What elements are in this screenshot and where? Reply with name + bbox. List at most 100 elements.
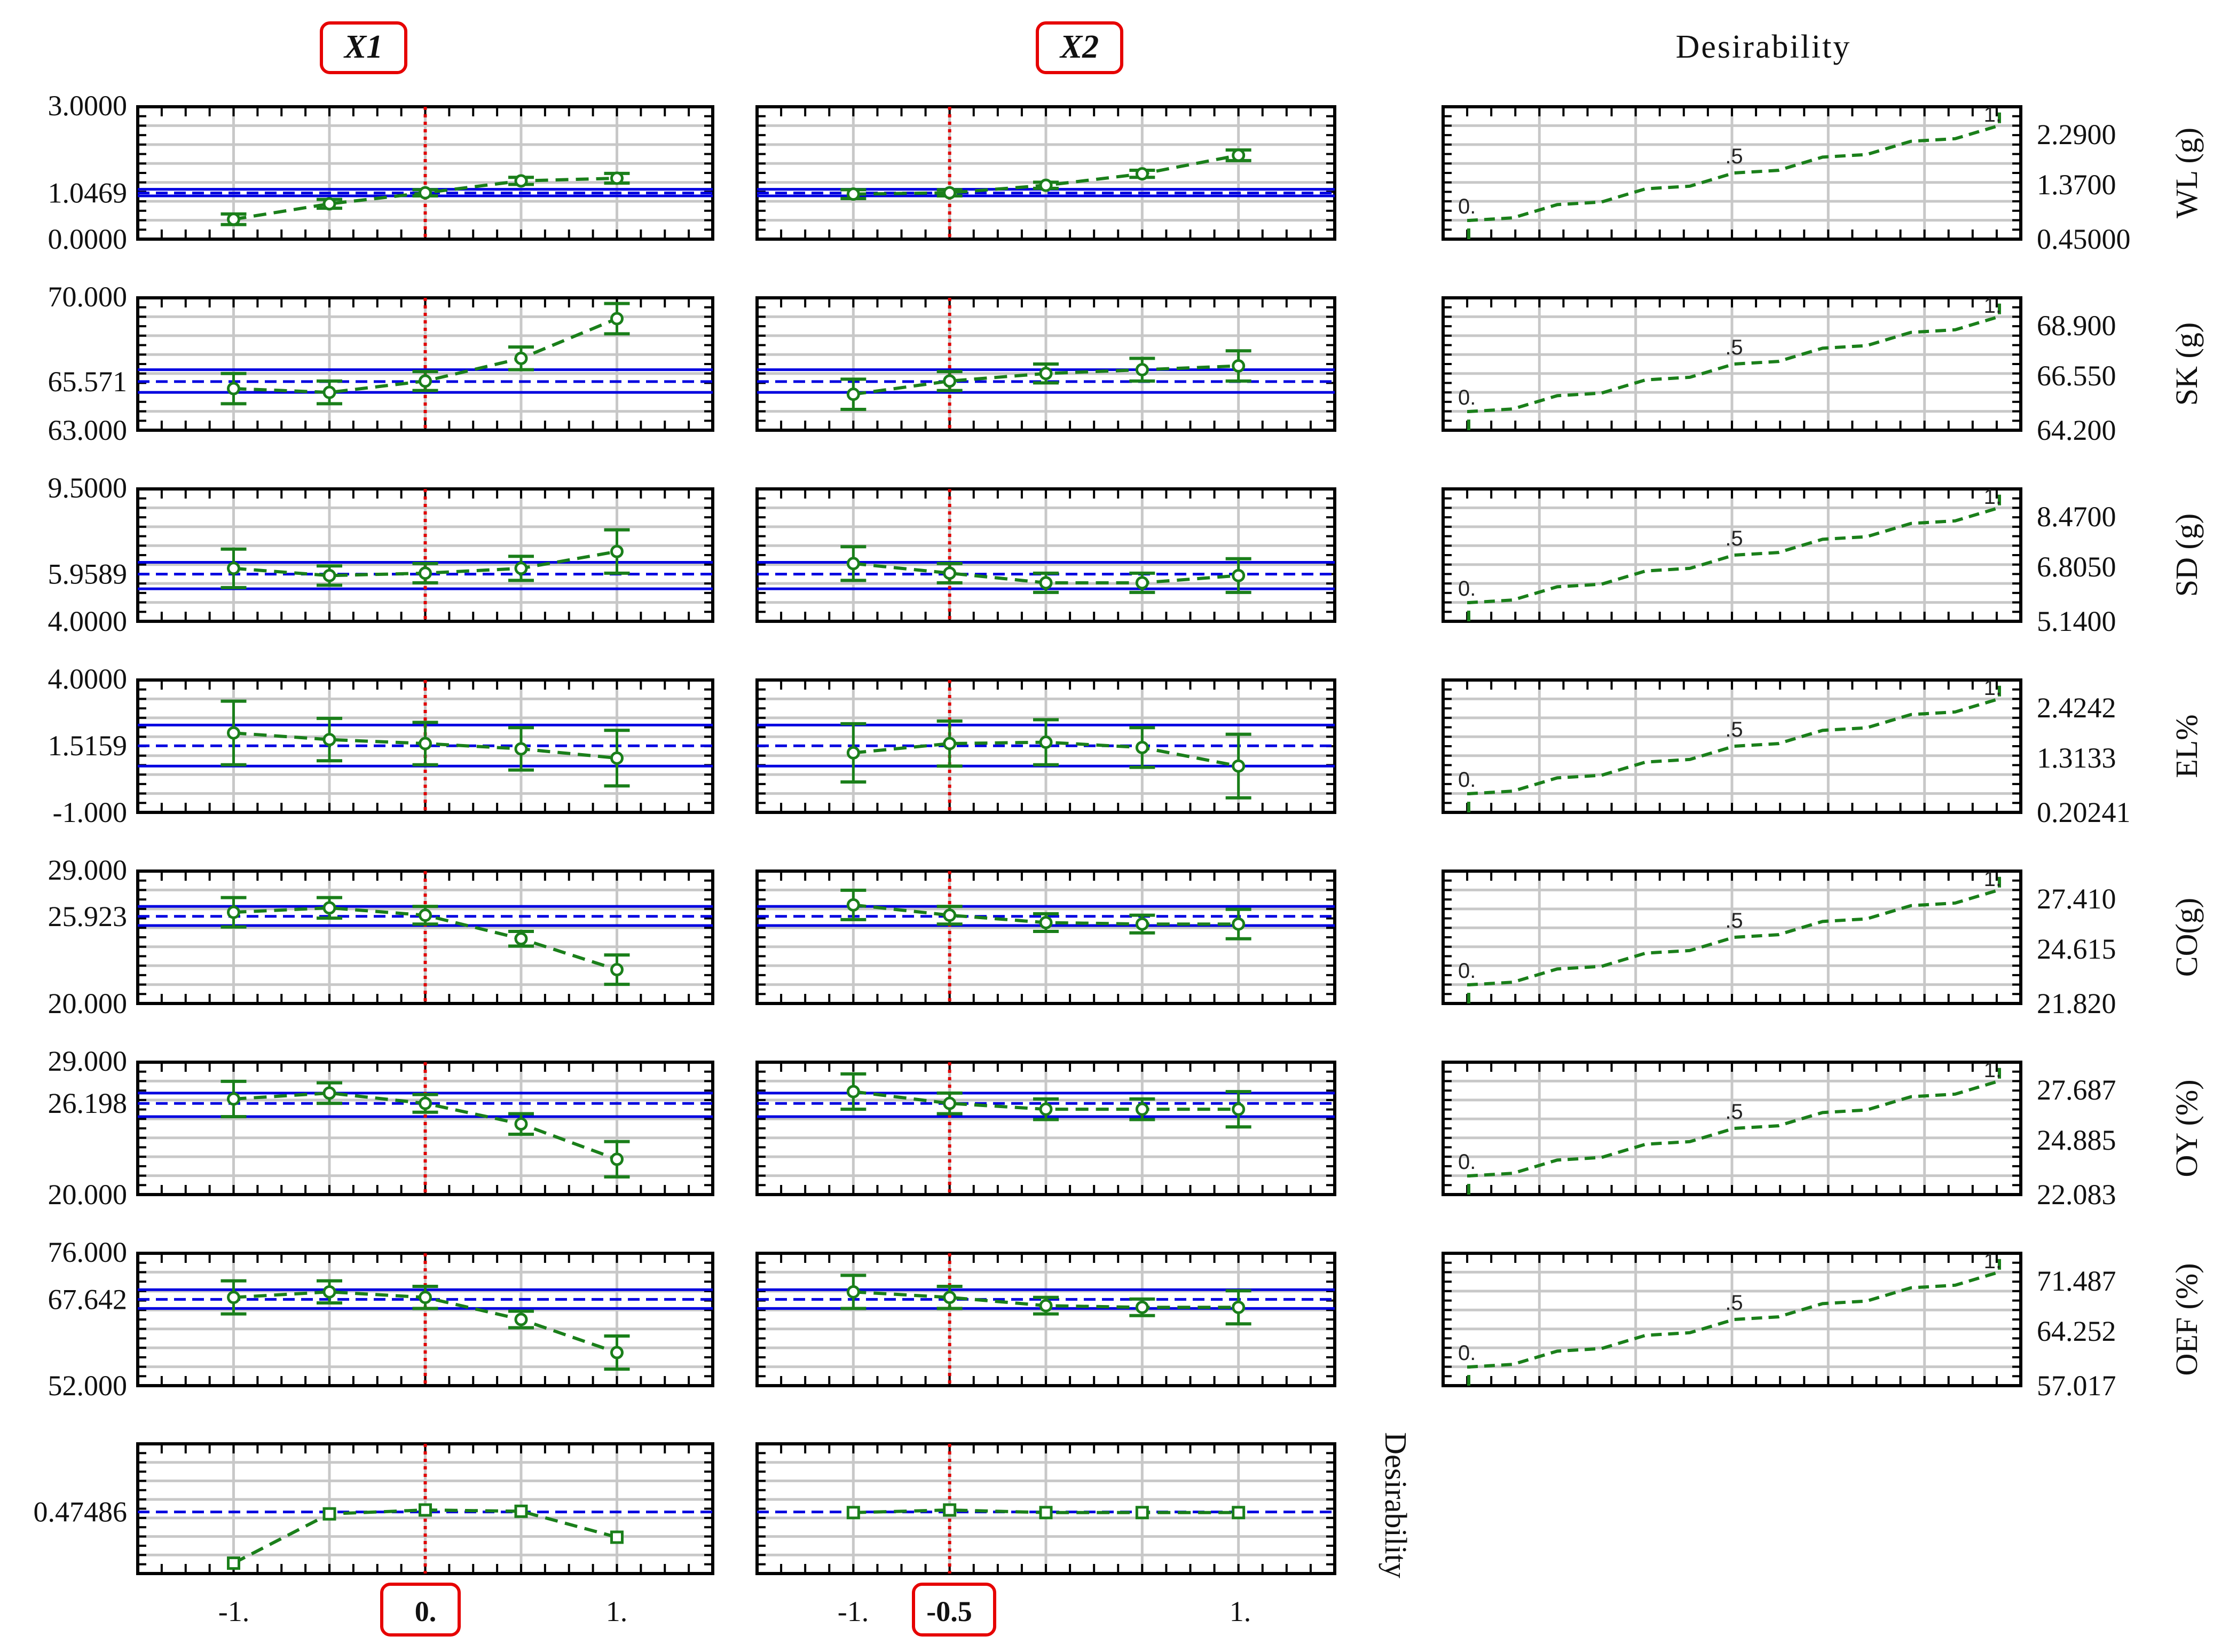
x1-selected-box: [380, 1583, 461, 1637]
desirability-0-label-zero: 0.: [1458, 195, 1476, 218]
response-0-x2-point: [1135, 167, 1149, 181]
desirability-3-label-half: .5: [1725, 718, 1743, 741]
header-desirability: Desirability: [1676, 29, 1852, 65]
desirability-5-curve: [1467, 1068, 2001, 1195]
desirability-3-label-zero: 0.: [1458, 768, 1476, 792]
response-2-x2-point: [1039, 576, 1053, 590]
desirability-2-panel: 0. .5 1. 8.4700 6.8050 5.1400 SD (g): [1442, 485, 2204, 637]
desirability-0-label-one: 1.: [1984, 103, 2002, 127]
response-0-ytick-bottom: 0.0000: [48, 223, 128, 255]
desirability-2-frame: [1442, 487, 2022, 623]
desirability-4-frame: [1442, 870, 2022, 1005]
response-3-x2-point: [846, 746, 860, 760]
desirability-row-x1-point: [514, 1504, 528, 1518]
response-1-x1-point: [227, 382, 240, 396]
desirability-1-curve: [1467, 303, 2001, 430]
response-4-x2-point: [943, 908, 957, 922]
response-1-x2-point: [1135, 363, 1149, 377]
desirability-2-label-half: .5: [1725, 527, 1743, 550]
response-2-x2-point: [1135, 576, 1149, 590]
x2-tick-min: -1.: [838, 1595, 869, 1627]
desirability-4-label-half: .5: [1725, 909, 1743, 932]
desirability-1-label-zero: 0.: [1458, 386, 1476, 409]
response-5-ytick-current: 26.198: [48, 1087, 128, 1119]
desirability-5-tick-mid: 24.885: [2037, 1124, 2116, 1156]
desirability-2-tick-low: 5.1400: [2037, 605, 2116, 637]
desirability-6-frame: [1442, 1252, 2022, 1387]
response-5-x2-point: [846, 1085, 860, 1098]
response-6-ytick-current: 67.642: [48, 1283, 128, 1315]
desirability-4-tick-mid: 24.615: [2037, 933, 2116, 965]
desirability-row-x2-point: [1135, 1506, 1149, 1520]
response-1-x1-point: [322, 385, 336, 399]
desirability-1-tick-mid: 66.550: [2037, 360, 2116, 392]
desirability-row-x1-point: [322, 1507, 336, 1521]
response-5-x2-panel: [755, 1061, 1336, 1196]
desirability-4-label-zero: 0.: [1458, 959, 1476, 983]
response-3-x2-point: [1135, 740, 1149, 754]
response-0-x2-frame: [755, 105, 1336, 241]
desirability-1-response-name: SK (g): [2169, 322, 2204, 406]
response-6-ytick-bottom: 52.000: [48, 1370, 128, 1402]
response-5-x1-point: [610, 1152, 624, 1166]
response-6-x2-point: [846, 1285, 860, 1299]
desirability-2-tick-mid: 6.8050: [2037, 551, 2116, 583]
desirability-5-panel: 0. .5 1. 27.687 24.885 22.083 OY (%): [1442, 1058, 2204, 1211]
response-3-x1-panel: [136, 678, 714, 814]
response-3-x2-point: [1039, 736, 1053, 749]
x2-selected-value: -0.5: [926, 1595, 972, 1627]
desirability-2-tick-high: 8.4700: [2037, 501, 2116, 533]
x1-tick-min: -1.: [218, 1595, 249, 1627]
desirability-0-frame: [1442, 105, 2022, 241]
response-5-ytick-bottom: 20.000: [48, 1179, 128, 1211]
response-5-x2-point: [1232, 1102, 1246, 1116]
response-3-ytick-top: 4.0000: [48, 663, 128, 695]
desirability-3-curve: [1467, 685, 2001, 812]
desirability-3-tick-mid: 1.3133: [2037, 742, 2116, 774]
response-2-ytick-current: 5.9589: [48, 558, 128, 590]
desirability-5-label-zero: 0.: [1458, 1150, 1476, 1174]
x1-tick-max: 1.: [606, 1595, 628, 1627]
desirability-0-curve: [1467, 112, 2001, 239]
response-6-x1-panel: [136, 1252, 714, 1387]
response-2-x2-frame: [755, 487, 1336, 623]
response-2-x1-point: [419, 566, 432, 580]
desirability-4-response-name: CO(g): [2169, 898, 2204, 977]
response-1-x2-panel: [755, 296, 1336, 432]
desirability-6-response-name: OEF (%): [2169, 1263, 2204, 1376]
desirability-3-panel: 0. .5 1. 2.4242 1.3133 0.20241 EL%: [1442, 676, 2204, 828]
response-1-x2-point: [1039, 367, 1053, 381]
desirability-row-x1-point: [610, 1530, 624, 1544]
header-x1-label: X1: [343, 29, 383, 65]
desirability-5-frame: [1442, 1061, 2022, 1196]
response-3-x1-point: [322, 733, 336, 747]
response-4-x1-point: [514, 932, 528, 946]
desirability-row-label: Desirability: [1379, 1432, 1413, 1578]
response-2-x1-point: [514, 562, 528, 575]
response-0-x1-point: [610, 171, 624, 185]
response-1-x2-point: [846, 388, 860, 401]
response-0-x2-point: [1232, 148, 1246, 162]
desirability-6-tick-high: 71.487: [2037, 1265, 2116, 1297]
response-1-ytick-bottom: 63.000: [48, 414, 128, 446]
desirability-0-label-half: .5: [1725, 145, 1743, 168]
desirability-row-x2-frame: [755, 1442, 1336, 1575]
desirability-3-tick-high: 2.4242: [2037, 692, 2116, 724]
response-5-x1-point: [227, 1092, 240, 1106]
response-4-x2-point: [1039, 915, 1053, 929]
desirability-4-panel: 0. .5 1. 27.410 24.615 21.820 CO(g): [1442, 867, 2204, 1019]
desirability-6-tick-low: 57.017: [2037, 1370, 2116, 1402]
desirability-6-label-zero: 0.: [1458, 1341, 1476, 1365]
response-3-ytick-bottom: -1.000: [53, 796, 127, 828]
response-0-x1-point: [322, 197, 336, 211]
desirability-2-label-zero: 0.: [1458, 577, 1476, 600]
desirability-row-x1-point: [419, 1503, 432, 1517]
response-0-x1-point: [514, 174, 528, 188]
response-5-x2-point: [1039, 1102, 1053, 1116]
response-6-x2-point: [1039, 1299, 1053, 1313]
response-4-x1-point: [610, 963, 624, 977]
desirability-6-label-one: 1.: [1984, 1250, 2002, 1273]
response-2-x2-point: [943, 566, 957, 580]
desirability-6-tick-mid: 64.252: [2037, 1315, 2116, 1347]
desirability-3-tick-low: 0.20241: [2037, 796, 2131, 828]
